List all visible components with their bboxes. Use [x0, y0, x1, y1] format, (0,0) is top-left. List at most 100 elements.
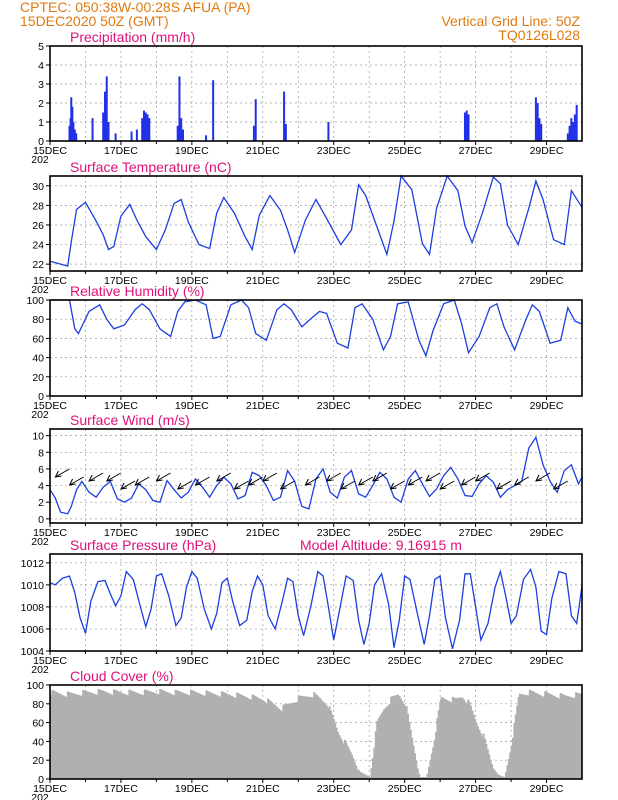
x-tick-label: 19DEC	[175, 275, 209, 287]
precip-bar	[534, 97, 537, 141]
cloud-bar	[505, 771, 507, 779]
cloud-bar	[253, 695, 255, 779]
panel-temp: 22 24 26 28 30 Surface Temperature (nC) 15DEC 1…	[31, 159, 583, 296]
cloud-bar	[220, 691, 223, 779]
cloud-bar	[524, 694, 527, 779]
cloud-bar	[107, 692, 110, 779]
panel-frame	[49, 45, 583, 142]
precip-bar	[283, 91, 286, 141]
panel-precip: 0 1 2 3 4 5 Precipitation (mm/h) 15DEC 17DEC 19DE…	[31, 29, 583, 166]
wind-arrow-head	[407, 478, 415, 486]
cloud-bar	[339, 737, 342, 779]
wind-arrow-head	[194, 478, 202, 486]
wind-arrow	[176, 480, 193, 490]
header-grid-note: Vertical Grid Line: 50Z	[441, 13, 580, 29]
panel-wind: 0 2 4 6 8 10 Surface Wind (m/s) 15DEC 17DEC 19DEC…	[31, 412, 583, 548]
cloud-bar	[248, 699, 251, 779]
cloud-bar	[115, 690, 118, 779]
cloud-bar	[157, 694, 160, 779]
cloud-bar	[423, 777, 426, 779]
cloud-bar	[479, 733, 482, 779]
model-altitude: Model Altitude: 9.16915 m	[300, 537, 462, 553]
cloud-bar	[131, 690, 134, 779]
cloud-bar	[212, 693, 215, 779]
cloud-bar	[460, 697, 463, 779]
cloud-bar	[276, 707, 279, 779]
cloud-bar	[72, 693, 75, 779]
cloud-bar	[454, 698, 457, 779]
cloud-bar	[510, 746, 513, 779]
cloud-bar	[278, 708, 281, 779]
cloud-bar	[330, 710, 332, 779]
wind-arrow	[389, 480, 405, 490]
x-year-label: 202	[31, 536, 49, 548]
wind-arrow-head	[425, 474, 433, 482]
precip-bar	[70, 97, 73, 141]
cloud-bar	[344, 739, 346, 779]
cloud-bar	[178, 691, 181, 779]
x-tick-label: 17DEC	[104, 145, 138, 157]
cloud-bar	[384, 708, 387, 779]
cloud-bar	[500, 776, 503, 779]
cloud-bar	[216, 695, 219, 779]
cloud-bar	[132, 691, 135, 779]
cloud-bar	[492, 768, 495, 779]
wind-arrow-shaft	[358, 476, 373, 486]
cloud-bar	[86, 691, 89, 779]
cloud-bar	[506, 765, 509, 779]
wind-arrow	[105, 472, 122, 482]
cloud-bar	[146, 690, 149, 779]
cloud-bar	[226, 693, 229, 779]
cloud-bar	[233, 697, 236, 779]
precip-bar	[572, 122, 575, 141]
wind-arrow-head	[325, 474, 333, 482]
x-tick-label: 29DEC	[530, 527, 564, 539]
cloud-bar	[346, 745, 349, 779]
cloud-bar	[512, 738, 514, 779]
x-tick-label: 21DEC	[246, 275, 280, 287]
cloud-bar	[139, 694, 142, 779]
wind-arrow-head	[389, 482, 397, 490]
wind-arrow	[155, 472, 171, 482]
wind-arrow-shaft	[326, 472, 341, 482]
cloud-bar	[167, 692, 170, 779]
cloud-bar	[99, 689, 101, 779]
cloud-bar	[451, 696, 454, 779]
y-tick-label: 40	[32, 736, 44, 748]
precip-bar	[538, 118, 541, 141]
x-tick-label: 17DEC	[104, 783, 138, 795]
cloud-bar	[136, 693, 139, 779]
cloud-bar	[555, 697, 558, 779]
precip-bar	[327, 122, 330, 141]
cloud-bar	[432, 747, 435, 779]
cloud-bar	[204, 695, 206, 779]
cloud-bar	[295, 702, 297, 779]
cloud-bar	[418, 773, 421, 779]
x-tick-label: 23DEC	[317, 655, 351, 667]
cloud-bar	[527, 695, 530, 779]
wind-arrow	[194, 476, 210, 486]
cloud-bar	[404, 706, 407, 779]
y-tick-label: 4	[38, 60, 44, 72]
x-tick-label: 25DEC	[388, 400, 422, 412]
cloud-bar	[257, 697, 260, 779]
panel-title: Surface Temperature (nC)	[70, 159, 232, 175]
precip-bar	[205, 135, 208, 141]
wind-arrow-head	[120, 482, 128, 490]
cloud-bar	[201, 694, 204, 779]
x-tick-label: 19DEC	[175, 527, 209, 539]
cloud-bar	[332, 718, 335, 779]
precip-bar	[107, 122, 110, 141]
precip-bar	[182, 129, 184, 141]
cloud-bar	[538, 694, 541, 779]
cloud-bar	[164, 691, 167, 779]
cloud-bar	[540, 695, 542, 779]
wind-arrow-shaft	[69, 476, 84, 486]
cloud-bar	[516, 705, 519, 779]
cloud-bar	[468, 701, 471, 779]
cloud-bar	[316, 695, 318, 779]
y-tick-label: 1006	[21, 624, 45, 636]
precip-bar	[148, 118, 151, 141]
cloud-bar	[51, 689, 54, 779]
precip-bar	[75, 133, 78, 141]
